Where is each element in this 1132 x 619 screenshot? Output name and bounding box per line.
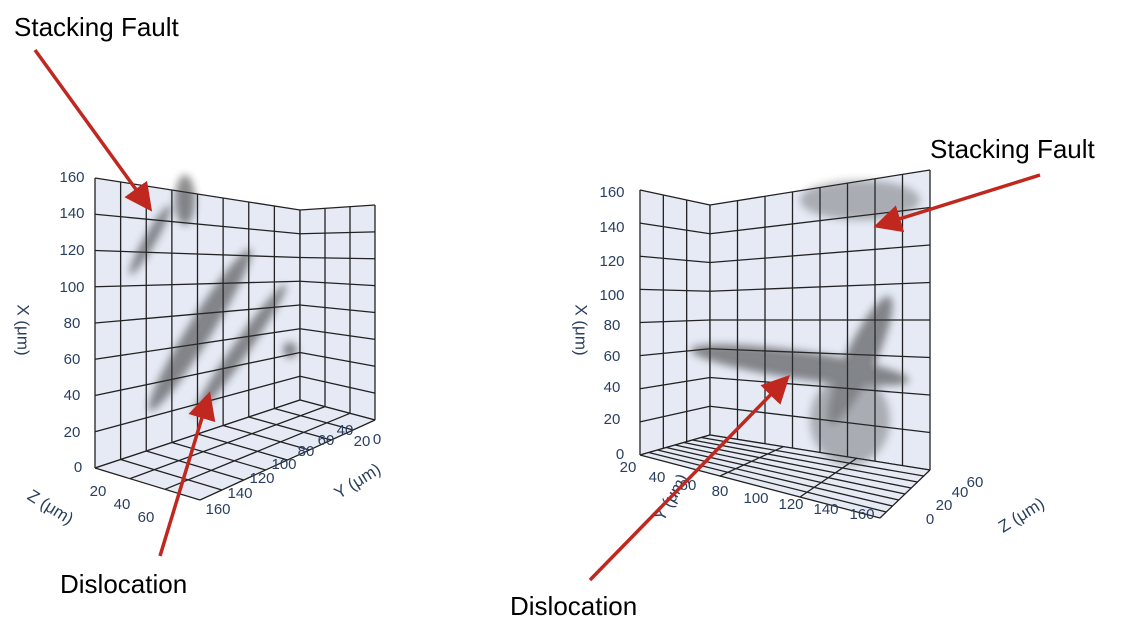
y-tick-label: 120: [778, 496, 803, 513]
x-tick-label: 120: [59, 242, 84, 259]
y-tick-label: 0: [373, 431, 381, 448]
x-tick-label: 160: [59, 169, 84, 186]
x-tick-label: 140: [599, 219, 624, 236]
x-tick-label: 60: [64, 351, 81, 368]
y-tick-label: 160: [849, 506, 874, 523]
x-tick-label: 0: [74, 459, 82, 476]
z-tick-label: 0: [926, 511, 934, 528]
x-axis-label: X (μm): [14, 304, 33, 355]
y-tick-label: 60: [318, 432, 335, 449]
z-tick-label: 20: [936, 497, 953, 514]
x-tick-label: 40: [604, 379, 621, 396]
z-tick-label: 60: [138, 509, 155, 526]
z-axis-label: Z (μm): [24, 486, 77, 529]
y-tick-label: 40: [337, 422, 354, 439]
x-tick-label: 20: [604, 411, 621, 428]
annotation: Dislocation: [510, 591, 637, 619]
x-tick-label: 120: [599, 253, 624, 270]
x-tick-label: 100: [599, 287, 624, 304]
figure: 160 140 120 100 80 60 40 20 0 X (μm) 160…: [0, 0, 1132, 619]
y-tick-label: 100: [271, 456, 296, 473]
x-axis-label: X (μm): [572, 304, 591, 355]
x-tick-label: 20: [64, 424, 81, 441]
grid: [95, 170, 930, 518]
annotation: Stacking Fault: [930, 134, 1096, 164]
y-tick-label: 140: [813, 501, 838, 518]
x-tick-label: 160: [599, 184, 624, 201]
y-tick-label: 100: [743, 490, 768, 507]
y-tick-label: 40: [649, 469, 666, 486]
y-tick-label: 20: [620, 459, 637, 476]
x-tick-label: 80: [64, 315, 81, 332]
arrow: [35, 50, 148, 206]
y-tick-label: 140: [227, 485, 252, 502]
x-tick-label: 60: [604, 348, 621, 365]
z-tick-label: 60: [967, 474, 984, 491]
x-tick-label: 100: [59, 279, 84, 296]
y-tick-label: 20: [354, 433, 371, 450]
z-axis-label: Z (μm): [995, 494, 1048, 537]
z-tick-label: 20: [90, 483, 107, 500]
annotation: Stacking Fault: [14, 12, 180, 42]
x-tick-label: 40: [64, 387, 81, 404]
y-tick-label: 80: [298, 443, 315, 460]
y-tick-label: 80: [712, 483, 729, 500]
y-tick-label: 160: [205, 501, 230, 518]
annotation: Dislocation: [60, 569, 187, 599]
y-axis-label: Y (μm): [331, 460, 384, 503]
x-tick-label: 140: [59, 205, 84, 222]
pane: [300, 205, 375, 420]
z-tick-label: 40: [114, 496, 131, 513]
x-tick-label: 80: [604, 317, 621, 334]
